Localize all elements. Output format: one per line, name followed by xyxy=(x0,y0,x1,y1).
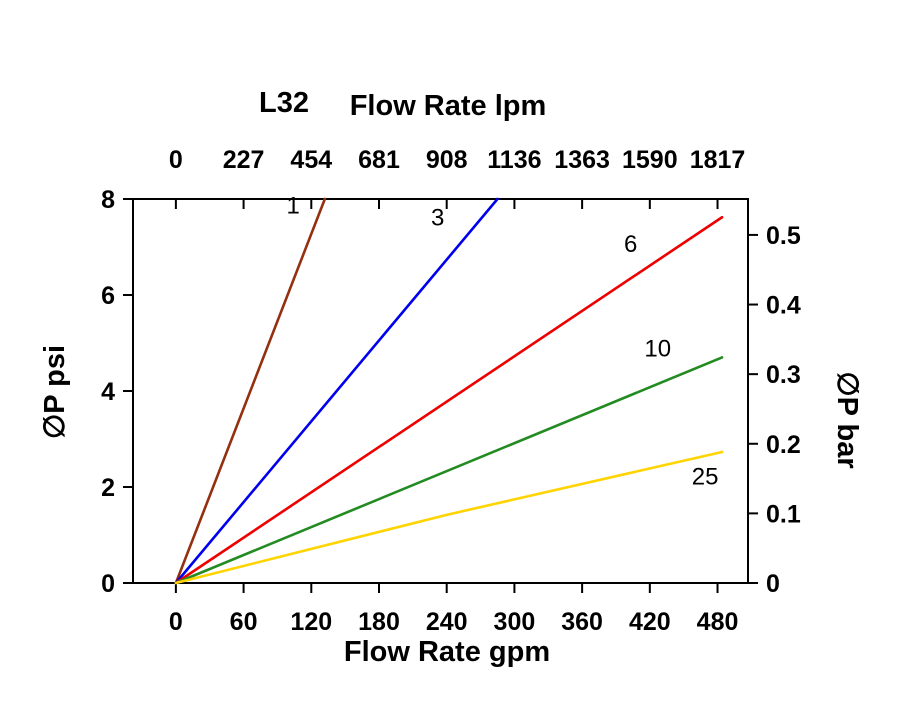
right-axis-tick-label: 0 xyxy=(766,570,780,598)
series-label-3: 3 xyxy=(431,204,444,231)
series-label-6: 6 xyxy=(624,231,637,258)
series-line-10 xyxy=(174,356,724,585)
series-line-25 xyxy=(174,450,724,585)
top-axis-tick-label: 1363 xyxy=(554,146,610,174)
y-axis-tick-label: 0 xyxy=(101,570,115,598)
top-axis-tick-label: 1590 xyxy=(622,146,678,174)
x-axis-tick-label: 360 xyxy=(561,608,603,636)
series-line-6 xyxy=(174,215,724,585)
top-axis-tick-label: 1817 xyxy=(690,146,746,174)
x-axis-tick-label: 0 xyxy=(169,608,183,636)
top-axis-tick-label: 227 xyxy=(223,146,265,174)
y-axis-tick-label: 6 xyxy=(101,282,115,310)
top-axis-tick-label: 681 xyxy=(358,146,400,174)
right-axis-tick-label: 0.5 xyxy=(766,222,801,250)
chart-title: L32 xyxy=(259,87,309,119)
y-axis-tick-label: 4 xyxy=(101,378,115,406)
top-axis-title: Flow Rate lpm xyxy=(350,90,547,122)
right-axis-tick-label: 0.1 xyxy=(766,500,801,528)
x-axis-tick-label: 300 xyxy=(494,608,536,636)
top-axis-tick-label: 454 xyxy=(290,146,332,174)
right-axis-tick-label: 0.4 xyxy=(766,292,801,320)
left-axis-title: ∅P psi xyxy=(39,345,71,439)
x-axis-tick-label: 60 xyxy=(230,608,258,636)
y-axis-tick-label: 2 xyxy=(101,474,115,502)
x-axis-tick-label: 120 xyxy=(290,608,332,636)
right-axis-tick-label: 0.2 xyxy=(766,431,801,459)
plot-area: 0060227120454180681240908300113636013634… xyxy=(101,146,801,636)
x-axis-tick-label: 480 xyxy=(697,608,739,636)
x-axis-tick-label: 180 xyxy=(358,608,400,636)
right-axis-tick-label: 0.3 xyxy=(766,361,801,389)
top-axis-tick-label: 1136 xyxy=(487,146,541,174)
x-axis-tick-label: 240 xyxy=(426,608,468,636)
series-label-1: 1 xyxy=(287,192,300,219)
top-axis-tick-label: 0 xyxy=(169,146,183,174)
bottom-axis-title: Flow Rate gpm xyxy=(344,636,550,668)
top-axis-tick-label: 908 xyxy=(426,146,468,174)
right-axis-title: ∅P bar xyxy=(831,371,863,468)
series-label-25: 25 xyxy=(692,464,719,491)
y-axis-tick-label: 8 xyxy=(101,186,115,214)
series-line-3 xyxy=(174,197,499,585)
x-axis-tick-label: 420 xyxy=(629,608,671,636)
series-label-10: 10 xyxy=(644,335,671,362)
series-line-1 xyxy=(174,197,327,585)
